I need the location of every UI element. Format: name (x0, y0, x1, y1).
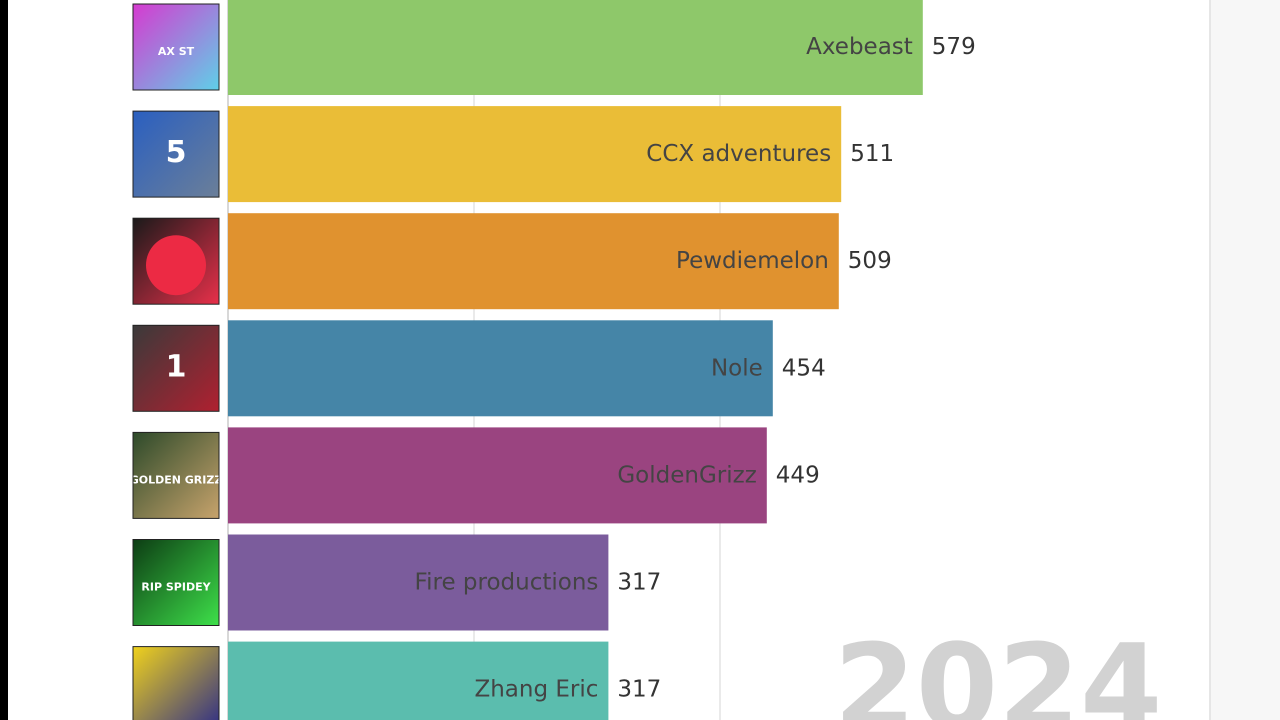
avatar-text: RIP SPIDEY (141, 581, 211, 594)
bar-category-label: Axebeast (806, 34, 913, 60)
bar-value-label: 509 (848, 248, 892, 274)
year-label: 2024 (834, 618, 1162, 720)
bars: AX ST Axebeast 579 5 CCX adventures 511 Pewdie… (130, 0, 976, 720)
bar (228, 213, 839, 310)
bar (228, 106, 842, 203)
red-melon-avatar-icon (132, 217, 220, 305)
bar-row: GOLDEN GRIZZ GoldenGrizz 449 (130, 427, 820, 524)
bar-value-label: 449 (776, 462, 820, 488)
bar-category-label: GoldenGrizz (617, 462, 756, 488)
bar-category-label: Fire productions (415, 570, 599, 596)
bar-category-label: CCX adventures (646, 141, 831, 167)
avatar-text: GOLDEN GRIZZ (130, 473, 223, 486)
avatar-text: 5 (166, 135, 187, 170)
bar-category-label: Pewdiemelon (676, 248, 829, 274)
avatar-text: 1 (166, 349, 187, 384)
bar-value-label: 511 (850, 141, 894, 167)
bar (228, 427, 767, 524)
bar-category-label: Zhang Eric (474, 677, 598, 703)
bar-category-label: Nole (711, 355, 763, 381)
bar-row: 5 CCX adventures 511 (132, 106, 894, 203)
avatar-text: AX ST (158, 45, 195, 58)
bar (228, 0, 923, 95)
bar-value-label: 454 (782, 355, 826, 381)
dragon-flag-avatar-icon (132, 646, 220, 720)
bar-row: Zhang Eric 317 (132, 641, 661, 720)
bar-value-label: 579 (932, 34, 976, 60)
bar-row: 1 Nole 454 (132, 320, 826, 417)
football-player-avatar-icon: 5 (132, 110, 220, 198)
bar (228, 641, 609, 720)
player-avatar-icon: AX ST (132, 3, 220, 91)
bar-row: AX ST Axebeast 579 (132, 0, 976, 95)
basketball-player-avatar-icon: 1 (132, 324, 220, 412)
rip-spidey-avatar-icon: RIP SPIDEY (132, 539, 220, 626)
left-margin (0, 0, 8, 720)
bar-row: RIP SPIDEY Fire productions 317 (132, 534, 661, 631)
golden-grizz-avatar-icon: GOLDEN GRIZZ (130, 431, 223, 519)
bar-value-label: 317 (617, 677, 661, 703)
bar-row: Pewdiemelon 509 (132, 213, 892, 310)
right-panel (1209, 0, 1280, 720)
bar (228, 534, 609, 631)
bar-value-label: 317 (617, 570, 661, 596)
bar (228, 320, 773, 417)
